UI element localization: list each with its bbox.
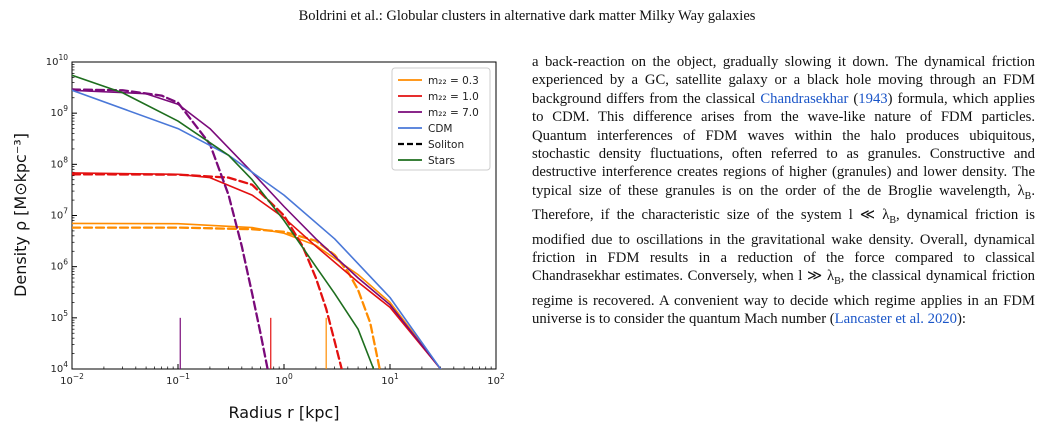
text-segment: ):	[957, 311, 966, 328]
text-segment: . Therefore, if the characteristic size …	[532, 182, 1035, 224]
legend-label: m₂₂ = 0.3	[428, 75, 479, 87]
y-tick-label: 105	[50, 309, 68, 324]
series-line	[72, 89, 442, 369]
text-segment: ) formula, which applies to CDM. This di…	[532, 90, 1035, 199]
y-tick-label: 106	[50, 258, 68, 273]
text-segment: B	[834, 276, 841, 288]
series-line	[72, 222, 442, 369]
x-tick-label: 102	[487, 372, 505, 387]
density-chart: 10−2 10−1 100 101 1021041051061071081091010 …	[11, 53, 505, 422]
axis-ticks: 10−2 10−1 100 101 102 104 105 106 107 108 109 1010	[46, 53, 505, 387]
text-segment: , dynamical friction is modified due to …	[532, 207, 1035, 285]
x-tick-label: 101	[381, 372, 399, 387]
y-tick-label: 108	[50, 155, 68, 170]
series-line	[72, 74, 375, 369]
series-line	[72, 88, 269, 369]
series-lines	[72, 74, 442, 369]
citation-link[interactable]: 1943	[858, 90, 888, 107]
series-line	[72, 173, 343, 369]
legend: m₂₂ = 0.3 m₂₂ = 1.0 m₂₂ = 7.0 CDM Soliton Sta…	[391, 67, 491, 171]
x-tick-label: 10−1	[166, 372, 190, 387]
x-tick-label: 10−2	[60, 372, 84, 387]
text-segment: B	[889, 215, 897, 227]
text-segment: , the classical dynamical friction regim…	[532, 268, 1035, 328]
radius-markers	[179, 317, 327, 369]
legend-label: Soliton	[428, 139, 464, 151]
legend-label: CDM	[428, 123, 452, 135]
text-segment: (	[848, 90, 859, 107]
running-header: Boldrini et al.: Globular clusters in al…	[298, 8, 756, 24]
series-line	[72, 89, 442, 369]
y-axis-label: Density ρ [M⊙kpc⁻³]	[11, 133, 30, 297]
legend-label: m₂₂ = 1.0	[428, 91, 479, 103]
citation-link[interactable]: Chandrasekhar	[760, 90, 849, 107]
y-tick-label: 104	[50, 360, 68, 375]
y-tick-label: 1010	[46, 53, 69, 68]
text-segment: a back-reaction on the object, gradually…	[532, 54, 1035, 107]
body-paragraph: a back-reaction on the object, gradually…	[532, 53, 1035, 434]
y-tick-label: 107	[50, 207, 68, 222]
text-segment: B	[1024, 190, 1032, 202]
x-axis-label: Radius r [kpc]	[228, 403, 339, 422]
y-tick-label: 109	[50, 104, 68, 119]
x-tick-label: 100	[275, 372, 293, 387]
legend-label: Stars	[428, 155, 455, 167]
legend-label: m₂₂ = 7.0	[428, 107, 479, 119]
citation-link[interactable]: Lancaster et al. 2020	[834, 311, 957, 328]
density-profile-figure: 10−2 10−1 100 101 102 104 105 106 107 108 109 1010 …	[0, 44, 510, 434]
